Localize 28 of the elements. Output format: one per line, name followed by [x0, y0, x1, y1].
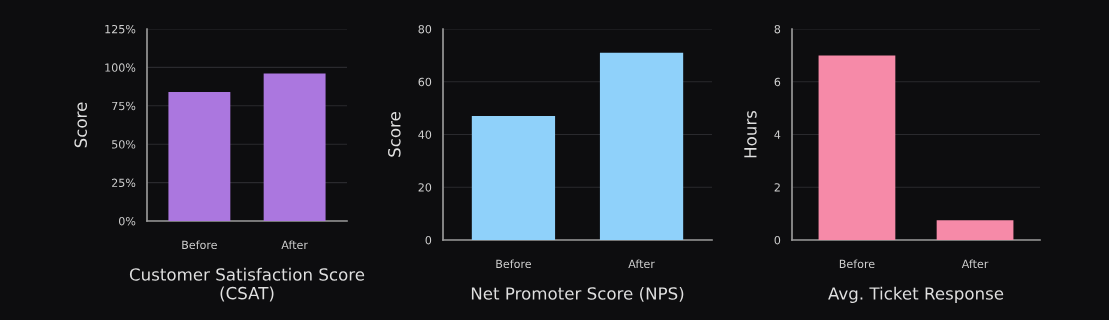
x-tick-label: After: [961, 259, 989, 269]
y-tick-label: 8: [774, 24, 781, 34]
y-axis-title: Score: [74, 102, 88, 148]
y-tick-label: 0%: [118, 216, 136, 226]
y-axis-title: Score: [388, 112, 401, 157]
y-tick-label: 20: [418, 183, 432, 192]
y-tick-label: 125%: [105, 24, 136, 34]
y-tick-label: 0: [774, 235, 781, 245]
x-tick-label: After: [628, 259, 655, 269]
x-axis-title: Customer Satisfaction Score (CSAT): [129, 267, 365, 302]
y-tick-label: 80: [418, 24, 432, 34]
y-tick-label: 40: [418, 130, 432, 139]
y-tick-label: 60: [418, 77, 432, 87]
x-axis-title: Net Promoter Score (NPS): [471, 286, 684, 302]
y-tick-label: 2: [774, 183, 780, 192]
y-tick-label: 25%: [112, 178, 136, 187]
y-tick-label: 0: [425, 235, 432, 245]
y-axis-title: Hours: [744, 110, 757, 158]
y-tick-label: 6: [774, 77, 781, 87]
x-tick-label: Before: [182, 240, 217, 250]
x-tick-label: Before: [839, 259, 875, 269]
y-tick-label: 4: [774, 130, 781, 139]
x-axis-title: Avg. Ticket Response: [828, 286, 1004, 303]
y-tick-label: 100%: [105, 63, 136, 72]
x-tick-label: After: [281, 240, 308, 250]
x-tick-label: Before: [496, 259, 532, 269]
y-tick-label: 50%: [112, 140, 136, 149]
y-tick-label: 75%: [112, 101, 136, 111]
